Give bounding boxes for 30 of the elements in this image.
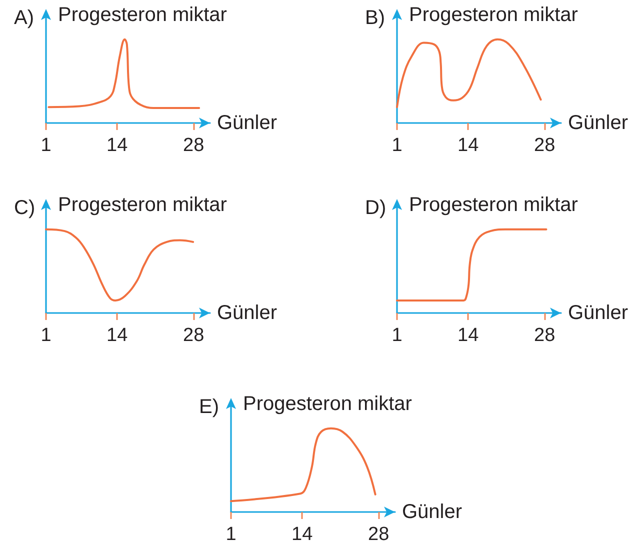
x-tick-label: 14 [291, 524, 314, 545]
x-tick-label: 28 [534, 325, 556, 346]
x-tick-label: 28 [368, 524, 390, 545]
y-axis-title: Progesteron miktar [58, 194, 228, 216]
x-tick-label: 1 [40, 325, 52, 346]
chart-title: A) [14, 7, 34, 29]
x-axis-title: Günler [568, 302, 628, 324]
x-axis-title: Günler [568, 112, 628, 134]
x-axis-title: Günler [217, 112, 278, 134]
chart-title: B) [365, 7, 385, 29]
x-tick-label: 1 [392, 135, 402, 156]
x-tick-label: 28 [534, 135, 556, 156]
x-tick-label: 14 [106, 135, 128, 156]
y-axis-title: Progesteron miktar [409, 194, 578, 216]
x-tick-label: 1 [226, 524, 236, 545]
x-axis-title: Günler [402, 501, 462, 523]
y-axis-title: Progesteron miktar [243, 393, 412, 415]
y-axis-title: Progesteron miktar [58, 4, 228, 26]
x-tick-label: 28 [183, 325, 204, 346]
x-axis-title: Günler [217, 302, 278, 324]
chart-title: E) [199, 396, 219, 418]
x-tick-label: 14 [106, 325, 128, 346]
x-tick-label: 14 [457, 325, 480, 346]
y-axis-title: Progesteron miktar [409, 4, 578, 26]
x-tick-label: 14 [457, 135, 480, 156]
chart-title: C) [14, 197, 36, 219]
x-tick-label: 28 [183, 135, 204, 156]
chart-title: D) [365, 197, 386, 219]
x-tick-label: 1 [392, 325, 402, 346]
x-tick-label: 1 [40, 135, 52, 156]
